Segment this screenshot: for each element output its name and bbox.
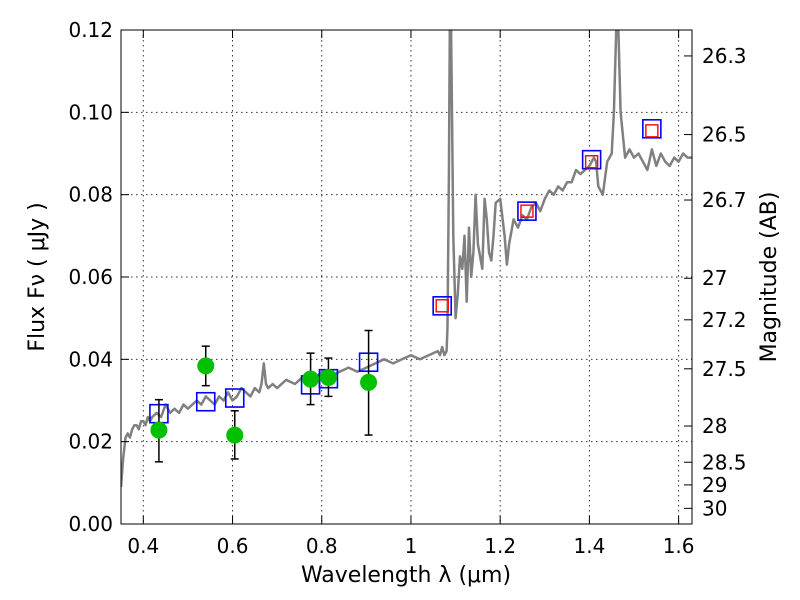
observed-point bbox=[302, 370, 320, 388]
observed-point bbox=[197, 357, 215, 375]
axis-labels: Wavelength λ (μm) Flux Fν ( μJy ) Magnit… bbox=[25, 192, 782, 588]
x-axis-label: Wavelength λ (μm) bbox=[301, 563, 511, 588]
observed-point bbox=[319, 368, 337, 386]
model-photometry-point bbox=[432, 296, 452, 316]
observed-point bbox=[150, 421, 168, 439]
observed-point bbox=[360, 373, 378, 391]
right-tick-label: 26.5 bbox=[702, 123, 747, 147]
x-tick-label: 1.2 bbox=[484, 534, 516, 558]
model-photometry-point bbox=[195, 391, 216, 412]
y-tick-label: 0.04 bbox=[68, 347, 113, 371]
y-tick-label: 0.08 bbox=[68, 183, 113, 207]
axis-ticks: 0.4 0.6 0.8 1 1.2 1.4 1.6 0.00 0.02 0.04 0.06 0.08 0… bbox=[68, 18, 746, 558]
y-tick-label: 0.12 bbox=[68, 18, 113, 42]
measured-ir-point bbox=[435, 299, 449, 313]
observed-point bbox=[226, 426, 244, 444]
plot-area bbox=[121, 30, 692, 487]
x-tick-label: 0.6 bbox=[217, 534, 249, 558]
right-tick-label: 27.5 bbox=[702, 357, 747, 381]
y-axis-label: Flux Fν ( μJy ) bbox=[25, 202, 50, 351]
spectrum-line bbox=[121, 30, 692, 487]
right-tick-label: 26.3 bbox=[702, 44, 747, 68]
measured-ir-point bbox=[645, 124, 659, 138]
model-photometry-point bbox=[517, 201, 537, 221]
x-tick-label: 1 bbox=[405, 534, 418, 558]
model-photometry-point bbox=[224, 388, 245, 408]
right-tick-label: 29 bbox=[702, 473, 727, 497]
x-tick-label: 1.4 bbox=[573, 534, 605, 558]
right-tick-label: 26.7 bbox=[702, 188, 747, 212]
measured-ir-point bbox=[520, 204, 534, 218]
model-photometry-point bbox=[581, 149, 602, 170]
grid bbox=[121, 30, 692, 524]
right-tick-label: 28.5 bbox=[702, 450, 747, 474]
right-axis-label: Magnitude (AB) bbox=[757, 192, 782, 363]
right-tick-label: 27.2 bbox=[702, 308, 747, 332]
right-tick-label: 28 bbox=[702, 414, 727, 438]
measured-ir-point bbox=[584, 155, 599, 169]
y-tick-label: 0.00 bbox=[68, 512, 113, 536]
y-tick-label: 0.10 bbox=[68, 100, 113, 124]
y-tick-label: 0.02 bbox=[68, 430, 113, 454]
x-tick-label: 0.4 bbox=[127, 534, 159, 558]
x-tick-label: 1.6 bbox=[663, 534, 695, 558]
right-tick-label: 27 bbox=[702, 266, 727, 290]
y-tick-label: 0.06 bbox=[68, 265, 113, 289]
x-tick-label: 0.8 bbox=[306, 534, 338, 558]
right-tick-label: 30 bbox=[702, 496, 727, 520]
model-photometry-point bbox=[642, 119, 662, 139]
